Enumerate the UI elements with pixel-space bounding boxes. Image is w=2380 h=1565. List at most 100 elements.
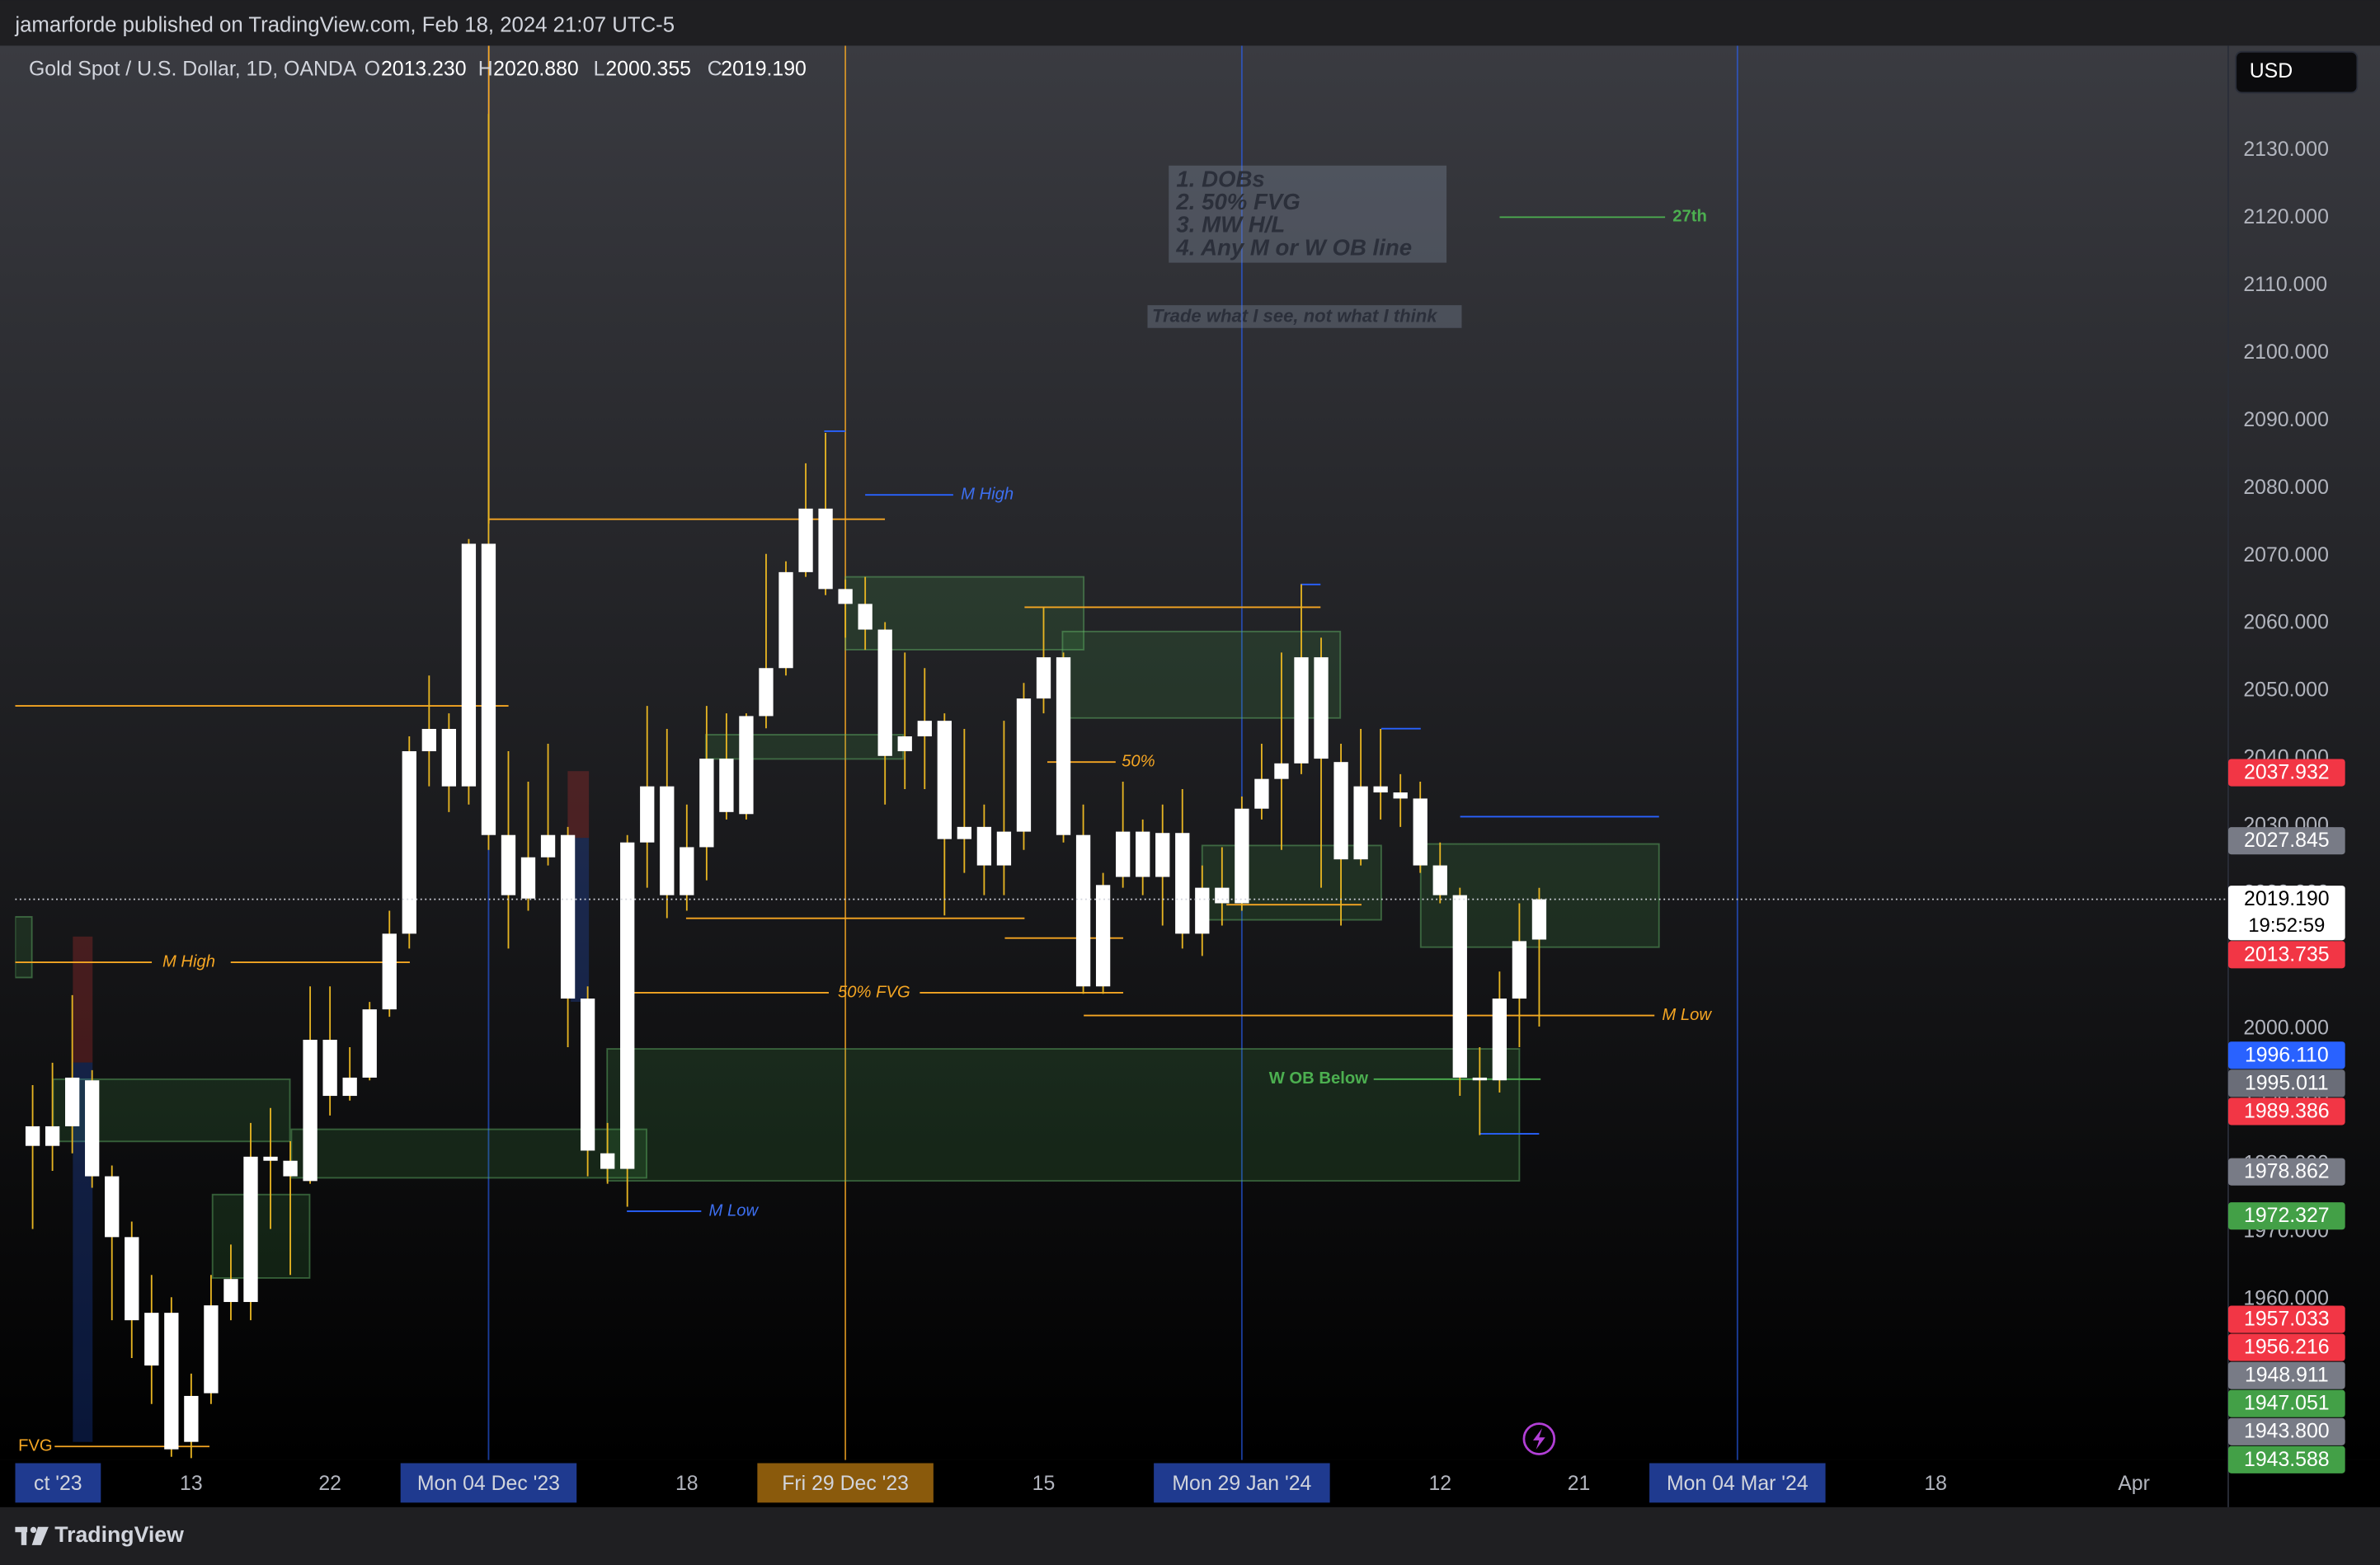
candle-body (1095, 885, 1111, 987)
candle-body (937, 721, 952, 839)
candle-body (1432, 865, 1447, 895)
price-badge-label: 1972.327 (2244, 1205, 2330, 1227)
candle-body (1314, 657, 1329, 759)
candle-body (917, 721, 932, 737)
y-tick-label: 2060.000 (2243, 612, 2329, 634)
candle-body (1155, 833, 1170, 877)
price-badge (2227, 1361, 2345, 1389)
price-badge-label: 2037.932 (2244, 762, 2330, 784)
currency-button[interactable] (2235, 50, 2359, 94)
footer-logo (15, 1526, 49, 1545)
drawing-label: M Low (709, 1201, 760, 1220)
candle-body (1115, 831, 1131, 877)
price-badge-label: 1943.588 (2244, 1449, 2330, 1471)
price-badge-label: 1989.386 (2244, 1100, 2330, 1122)
publisher-header: jamarforde published on TradingView.com,… (14, 13, 675, 36)
y-tick-label: 2050.000 (2243, 679, 2329, 702)
alert-circle (1522, 1422, 1556, 1455)
price-badge (2227, 1202, 2345, 1230)
price-badge-label: 1948.911 (2245, 1365, 2329, 1387)
price-badge-label: 1956.216 (2244, 1337, 2330, 1359)
y-tick-label: 2100.000 (2243, 341, 2329, 364)
candle-body (739, 716, 754, 815)
time-axis: 13 22 18 15 12 21 18 Apr ct '23 Mon 04 Dec '23 Fri… (15, 1463, 2150, 1503)
candle-body (1413, 798, 1428, 866)
price-badge-label: 1995.011 (2245, 1072, 2329, 1094)
alert-icon (1522, 1422, 1556, 1455)
x-tick-label: 21 (1568, 1473, 1591, 1495)
candle-body (1452, 895, 1467, 1078)
price-badge (2227, 1333, 2345, 1361)
candle-body (719, 759, 734, 812)
price-badge (2227, 1445, 2345, 1473)
candle-body (1294, 657, 1309, 764)
price-badge-label: 1957.033 (2244, 1309, 2330, 1331)
ohlc-legend: O 2013.230 H 2020.880 L 2000.355 C 2019.… (365, 58, 807, 80)
candle-body (85, 1080, 100, 1177)
checklist-item: 3. MW H/L (1176, 212, 1285, 237)
y-tick-label: 2070.000 (2243, 544, 2329, 566)
candle-body (897, 736, 912, 752)
x-tick-label: 15 (1032, 1473, 1056, 1495)
candle-body (144, 1313, 159, 1366)
legend-key: L (594, 58, 605, 80)
candle-body (441, 729, 457, 787)
logo-part (21, 1526, 27, 1545)
date-highlight-label: Mon 04 Dec '23 (417, 1473, 560, 1495)
countdown: 19:52:59 (2248, 914, 2325, 937)
candle-body (342, 1077, 357, 1097)
legend-value: 2019.190 (721, 58, 807, 80)
candle-body (1353, 786, 1368, 860)
candle-body (164, 1313, 179, 1450)
candle-body (1036, 657, 1051, 699)
candle-body (184, 1395, 199, 1442)
logo-part (30, 1526, 37, 1534)
price-badge (2227, 827, 2345, 855)
date-highlight (757, 1463, 934, 1503)
candle-body (263, 1156, 278, 1161)
price-badge-label: 1947.051 (2244, 1393, 2330, 1415)
zone (1201, 844, 1382, 921)
annotations: M High 50% M High 50% FVG M Low W OB Below M L… (18, 167, 1712, 1455)
price-badge-label: 1943.800 (2244, 1421, 2330, 1443)
candle-body (996, 831, 1012, 866)
candle-body (1333, 762, 1348, 860)
candle-body (858, 604, 873, 630)
candle-body (1472, 1077, 1487, 1081)
legend-key: O (365, 58, 380, 80)
candle-body (540, 834, 556, 858)
candle-body (362, 1009, 377, 1078)
candle-body (402, 751, 416, 934)
candle-body (64, 1077, 80, 1126)
y-tick-label: 2090.000 (2243, 409, 2329, 431)
drawing-label: 50% (1122, 752, 1155, 770)
candle-body (818, 508, 833, 590)
zone (704, 734, 905, 760)
candle-body (461, 543, 477, 787)
candle-body (105, 1176, 120, 1238)
currency-label[interactable]: USD (2250, 60, 2293, 82)
price-badge (2227, 1305, 2345, 1333)
date-highlight (1154, 1463, 1330, 1503)
candle-body (303, 1040, 317, 1182)
legend-value: 2000.355 (605, 58, 691, 80)
price-badge (2227, 1417, 2345, 1445)
checklist-item: 4. Any M or W OB line (1175, 234, 1412, 260)
drawing-label: W OB Below (1269, 1069, 1369, 1088)
candle-body (838, 589, 853, 604)
candle-body (1274, 763, 1289, 779)
price-axis: 1960.0001970.0001980.0001990.0002000.000… (2227, 139, 2345, 1473)
y-tick-label: 2130.000 (2243, 139, 2329, 161)
drawing-label: 50% FVG (838, 983, 910, 1001)
candle-body (660, 786, 675, 895)
footer-brand: TradingView (54, 1522, 184, 1547)
candle-body (1235, 808, 1249, 904)
candle-body (382, 933, 397, 1010)
green-lines (1373, 216, 1666, 1080)
session-box (571, 838, 590, 1002)
candle-body (759, 668, 774, 717)
y-tick-label: 2110.000 (2243, 274, 2327, 296)
logo-part (31, 1526, 49, 1545)
x-tick-label: Apr (2118, 1473, 2150, 1495)
